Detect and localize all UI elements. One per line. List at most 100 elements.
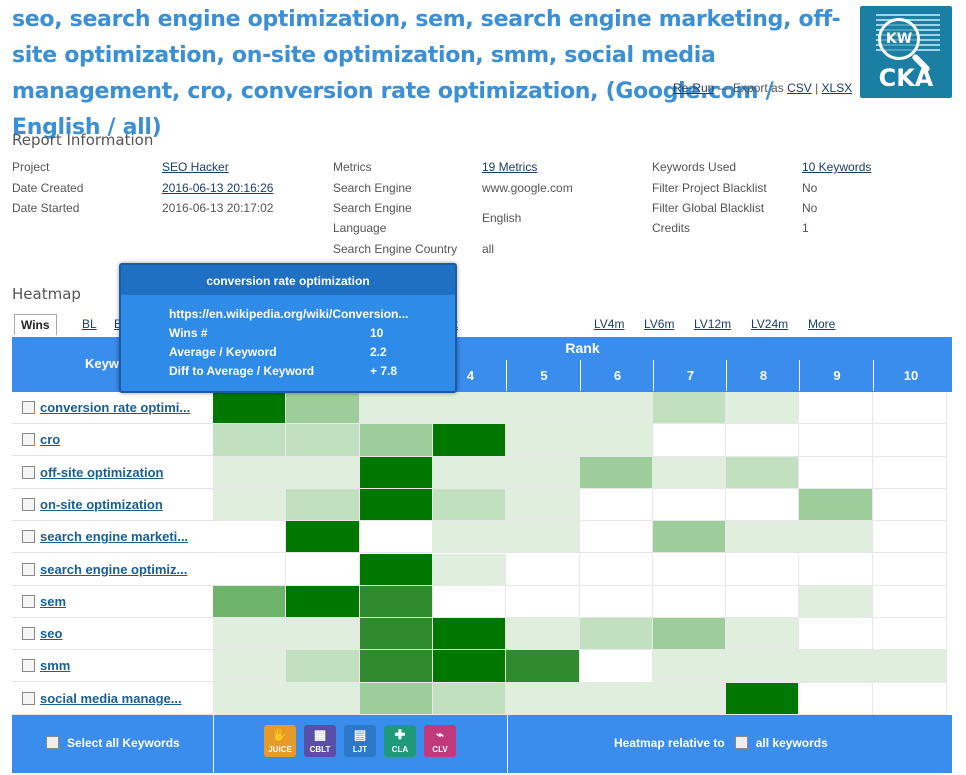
heatmap-cell[interactable]	[799, 424, 873, 457]
keyword-link[interactable]: smm	[40, 658, 71, 674]
tab-lv24m[interactable]: LV24m	[751, 317, 789, 331]
heatmap-cell[interactable]	[433, 456, 506, 489]
keyword-link[interactable]: on-site optimization	[40, 496, 163, 512]
keyword-checkbox[interactable]	[22, 691, 35, 705]
heatmap-cell[interactable]	[360, 682, 433, 715]
heatmap-cell[interactable]	[580, 682, 653, 715]
heatmap-cell[interactable]	[799, 456, 873, 489]
heatmap-cell[interactable]	[873, 650, 947, 683]
heatmap-cell[interactable]	[580, 618, 653, 651]
metrics-link[interactable]: 19 Metrics	[482, 160, 538, 174]
heatmap-cell[interactable]	[506, 424, 580, 457]
heatmap-cell[interactable]	[433, 392, 506, 425]
heatmap-cell[interactable]	[726, 392, 799, 425]
heatmap-cell[interactable]	[873, 585, 947, 619]
heatmap-cell[interactable]	[726, 456, 799, 489]
keyword-checkbox[interactable]	[22, 659, 35, 673]
keyword-link[interactable]: conversion rate optimi...	[40, 400, 191, 415]
heatmap-cell[interactable]	[286, 456, 360, 489]
ljt-tool-button[interactable]: ▤ LJT	[344, 725, 376, 757]
tab-bl[interactable]: BL	[82, 317, 97, 331]
heatmap-cell[interactable]	[873, 618, 947, 651]
keyword-checkbox[interactable]	[22, 433, 35, 447]
keywords-used-link[interactable]: 10 Keywords	[802, 160, 872, 174]
heatmap-cell[interactable]	[506, 456, 580, 489]
rank-column-6[interactable]: 6	[580, 360, 654, 391]
rank-column-10[interactable]: 10	[873, 360, 948, 391]
heatmap-cell[interactable]	[653, 650, 726, 683]
heatmap-cell[interactable]	[360, 585, 433, 619]
heatmap-cell[interactable]	[213, 553, 286, 586]
heatmap-cell[interactable]	[506, 521, 580, 554]
heatmap-cell[interactable]	[873, 456, 947, 489]
heatmap-cell[interactable]	[433, 585, 506, 619]
export-csv-link[interactable]: CSV	[787, 81, 812, 95]
heatmap-cell[interactable]	[799, 585, 873, 619]
heatmap-cell[interactable]	[653, 553, 726, 586]
heatmap-cell[interactable]	[286, 585, 360, 619]
heatmap-cell[interactable]	[799, 392, 873, 425]
heatmap-cell[interactable]	[286, 618, 360, 651]
heatmap-cell[interactable]	[873, 521, 947, 554]
keyword-checkbox[interactable]	[22, 465, 35, 479]
rank-column-9[interactable]: 9	[799, 360, 874, 391]
heatmap-cell[interactable]	[213, 456, 286, 489]
tab-wins[interactable]: Wins #	[14, 314, 57, 352]
heatmap-cell[interactable]	[360, 553, 433, 586]
keyword-link[interactable]: off-site optimization	[40, 464, 164, 480]
clv-tool-button[interactable]: ⌁ CLV	[424, 725, 456, 757]
heatmap-cell[interactable]	[726, 521, 799, 554]
heatmap-cell[interactable]	[433, 553, 506, 586]
heatmap-cell[interactable]	[360, 392, 433, 425]
heatmap-cell[interactable]	[213, 650, 286, 683]
rerun-link[interactable]: Re-Run	[673, 81, 715, 95]
heatmap-cell[interactable]	[580, 553, 653, 586]
heatmap-cell[interactable]	[873, 682, 947, 715]
heatmap-cell[interactable]	[360, 618, 433, 651]
export-xlsx-link[interactable]: XLSX	[821, 81, 853, 95]
heatmap-cell[interactable]	[433, 682, 506, 715]
heatmap-cell[interactable]	[799, 553, 873, 586]
heatmap-cell[interactable]	[213, 585, 286, 619]
tab-lvt[interactable]: k Velocity Trends (LVT)	[452, 314, 493, 391]
keyword-link[interactable]: search engine optimiz...	[40, 561, 188, 577]
heatmap-cell[interactable]	[360, 650, 433, 683]
heatmap-cell[interactable]	[213, 392, 286, 425]
heatmap-cell[interactable]	[360, 488, 433, 522]
heatmap-cell[interactable]	[506, 618, 580, 651]
heatmap-cell[interactable]	[653, 424, 726, 457]
heatmap-cell[interactable]	[213, 488, 286, 522]
heatmap-cell[interactable]	[506, 585, 580, 619]
heatmap-cell[interactable]	[580, 456, 653, 489]
keyword-link[interactable]: seo	[40, 626, 63, 642]
heatmap-cell[interactable]	[653, 682, 726, 715]
all-keywords-checkbox[interactable]	[734, 736, 748, 749]
heatmap-cell[interactable]	[726, 682, 799, 715]
juice-tool-button[interactable]: ✋ JUICE	[264, 725, 296, 757]
heatmap-cell[interactable]	[799, 521, 873, 554]
heatmap-cell[interactable]	[360, 521, 433, 554]
keyword-link[interactable]: sem	[40, 593, 67, 609]
keyword-checkbox[interactable]	[22, 497, 35, 511]
rank-column-8[interactable]: 8	[726, 360, 800, 391]
keyword-checkbox[interactable]	[22, 530, 35, 544]
heatmap-cell[interactable]	[726, 424, 799, 457]
heatmap-cell[interactable]	[506, 488, 580, 522]
heatmap-cell[interactable]	[506, 682, 580, 715]
heatmap-cell[interactable]	[580, 521, 653, 554]
heatmap-cell[interactable]	[506, 392, 580, 425]
heatmap-cell[interactable]	[726, 650, 799, 683]
heatmap-cell[interactable]	[213, 521, 286, 554]
heatmap-cell[interactable]	[213, 424, 286, 457]
rank-column-5[interactable]: 5	[506, 360, 581, 391]
select-all-checkbox[interactable]	[46, 736, 59, 749]
heatmap-cell[interactable]	[653, 488, 726, 522]
heatmap-cell[interactable]	[286, 424, 360, 457]
tab-more[interactable]: More ▼	[808, 317, 836, 351]
heatmap-cell[interactable]	[286, 521, 360, 554]
tab-b[interactable]: B	[114, 317, 123, 331]
heatmap-cell[interactable]	[580, 650, 653, 683]
date-created-link[interactable]: 2016-06-13 20:16:26	[162, 181, 274, 195]
heatmap-cell[interactable]	[506, 650, 580, 683]
heatmap-cell[interactable]	[580, 424, 653, 457]
